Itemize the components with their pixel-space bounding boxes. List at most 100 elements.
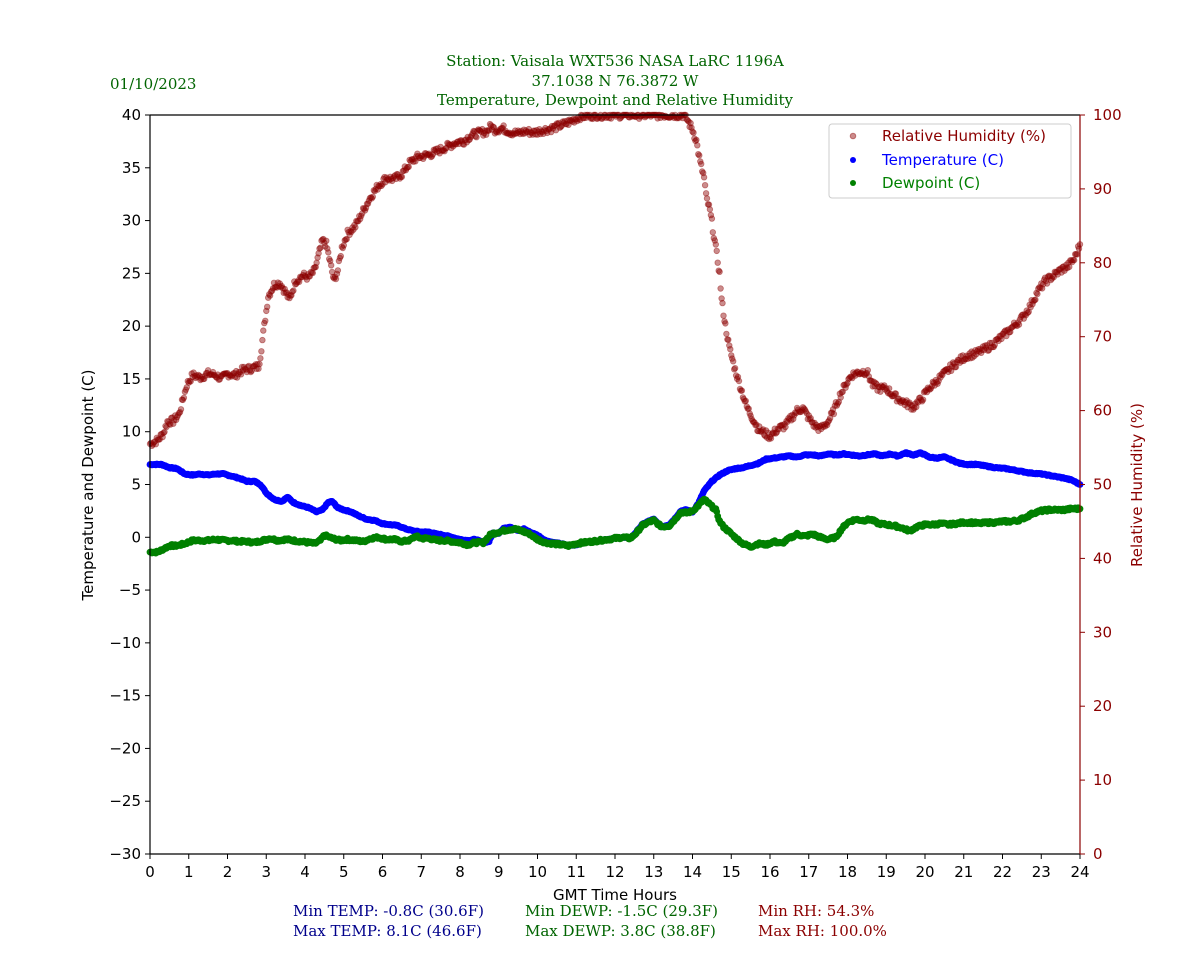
rh-point: [572, 116, 579, 123]
rh-point: [734, 373, 742, 381]
rh-point: [934, 380, 941, 387]
rh-point: [708, 215, 716, 222]
rh-point: [982, 344, 990, 351]
rh-point: [377, 180, 384, 188]
rh-point: [685, 118, 692, 125]
rh-point: [1009, 324, 1016, 331]
rh-point: [826, 415, 834, 422]
rh-point: [636, 115, 643, 122]
rh-point: [321, 239, 328, 247]
rh-point: [1043, 280, 1051, 287]
rh-point: [731, 366, 738, 373]
rh-point: [373, 181, 380, 189]
y-tick-label: −25: [109, 792, 141, 810]
rh-point: [188, 370, 195, 377]
rh-point: [1002, 327, 1009, 334]
rh-point: [547, 128, 555, 136]
rh-point: [291, 278, 298, 285]
rh-point: [170, 420, 177, 427]
rh-point: [357, 215, 364, 223]
rh-point: [286, 294, 293, 302]
rh-point: [1039, 281, 1047, 288]
y2-tick-label: 90: [1093, 180, 1112, 198]
rh-point: [1069, 256, 1077, 264]
rh-point: [599, 115, 606, 122]
rh-point: [919, 396, 927, 403]
rh-point: [275, 283, 282, 290]
rh-point: [926, 386, 933, 393]
rh-point: [278, 282, 285, 290]
rh-point: [273, 284, 281, 291]
rh-point: [345, 228, 352, 236]
y-tick-label: 35: [122, 159, 141, 177]
rh-point: [253, 365, 260, 372]
rh-point: [980, 346, 988, 354]
rh-point: [987, 344, 995, 351]
rh-point: [762, 432, 769, 440]
rh-point: [1034, 290, 1041, 298]
rh-point: [453, 138, 461, 146]
rh-point: [442, 145, 449, 152]
rh-point: [327, 257, 334, 265]
rh-point: [183, 384, 190, 391]
rh-point: [290, 287, 297, 294]
rh-point: [779, 422, 786, 429]
rh-point: [201, 375, 208, 382]
rh-point: [299, 271, 307, 279]
rh-point: [522, 127, 530, 134]
rh-point: [892, 390, 900, 397]
rh-point: [390, 173, 398, 180]
rh-point: [872, 379, 879, 387]
rh-point: [723, 330, 730, 338]
rh-point: [990, 343, 997, 351]
rh-point: [263, 307, 270, 315]
rh-point: [1033, 289, 1040, 297]
rh-point: [363, 200, 371, 207]
rh-point: [979, 346, 986, 353]
rh-point: [519, 130, 527, 138]
rh-point: [1054, 271, 1061, 278]
rh-point: [230, 370, 237, 377]
rh-point: [223, 370, 230, 377]
y-tick-label: 10: [122, 423, 141, 441]
rh-point: [284, 294, 291, 301]
rh-point: [414, 150, 421, 157]
rh-point: [489, 123, 497, 130]
rh-point: [452, 140, 459, 148]
rh-point: [294, 278, 301, 286]
rh-point: [165, 418, 172, 425]
rh-point: [305, 273, 313, 280]
rh-point: [739, 394, 747, 401]
rh-point: [266, 292, 274, 299]
rh-point: [931, 382, 938, 389]
y-tick-label: −20: [109, 739, 141, 757]
y-tick-label: −5: [119, 581, 141, 599]
rh-point: [863, 369, 871, 377]
rh-point: [946, 365, 953, 373]
rh-point: [421, 153, 428, 160]
rh-point: [829, 406, 837, 413]
rh-point: [860, 371, 868, 378]
rh-point: [401, 163, 408, 170]
rh-point: [864, 367, 871, 374]
rh-point: [761, 431, 768, 439]
rh-point: [359, 210, 366, 217]
rh-point: [468, 132, 475, 139]
rh-point: [594, 115, 601, 122]
rh-point: [153, 434, 160, 441]
rh-point: [413, 153, 420, 160]
rh-point: [911, 404, 918, 411]
rh-point: [422, 150, 430, 157]
temperature-series: [146, 449, 1084, 550]
rh-point: [850, 369, 857, 376]
rh-point: [498, 124, 505, 132]
rh-point: [408, 156, 415, 163]
rh-point: [1024, 309, 1031, 316]
rh-point: [208, 371, 216, 378]
rh-point: [172, 416, 180, 424]
rh-point: [306, 273, 313, 280]
y-tick-label: 20: [122, 317, 141, 335]
rh-point: [178, 396, 186, 403]
rh-point: [385, 176, 392, 183]
rh-point: [202, 370, 210, 377]
